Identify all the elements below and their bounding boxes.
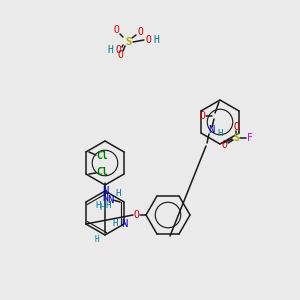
Text: O: O <box>145 35 151 45</box>
Text: H: H <box>217 128 223 137</box>
Text: H: H <box>105 200 111 209</box>
Text: H: H <box>95 235 99 244</box>
Text: O: O <box>115 45 121 55</box>
Text: O: O <box>133 210 139 220</box>
Text: Cl: Cl <box>96 167 108 177</box>
Text: H: H <box>107 45 113 55</box>
Text: O: O <box>233 122 239 132</box>
Text: O: O <box>117 50 123 60</box>
Text: N: N <box>102 186 108 196</box>
Text: N: N <box>121 219 127 229</box>
Text: O: O <box>221 140 227 150</box>
Text: O: O <box>137 27 143 37</box>
Text: N: N <box>102 193 108 203</box>
Text: S: S <box>233 133 239 143</box>
Text: F: F <box>247 133 253 143</box>
Text: O: O <box>113 25 119 35</box>
Text: H: H <box>153 35 159 45</box>
Text: N: N <box>208 125 214 135</box>
Text: S: S <box>125 37 131 47</box>
Text: Cl: Cl <box>96 151 108 161</box>
Text: H: H <box>116 190 121 199</box>
Text: H: H <box>99 203 105 212</box>
Text: N: N <box>107 195 113 205</box>
Text: O: O <box>199 111 205 121</box>
Text: H: H <box>112 220 118 229</box>
Text: H: H <box>95 200 101 209</box>
